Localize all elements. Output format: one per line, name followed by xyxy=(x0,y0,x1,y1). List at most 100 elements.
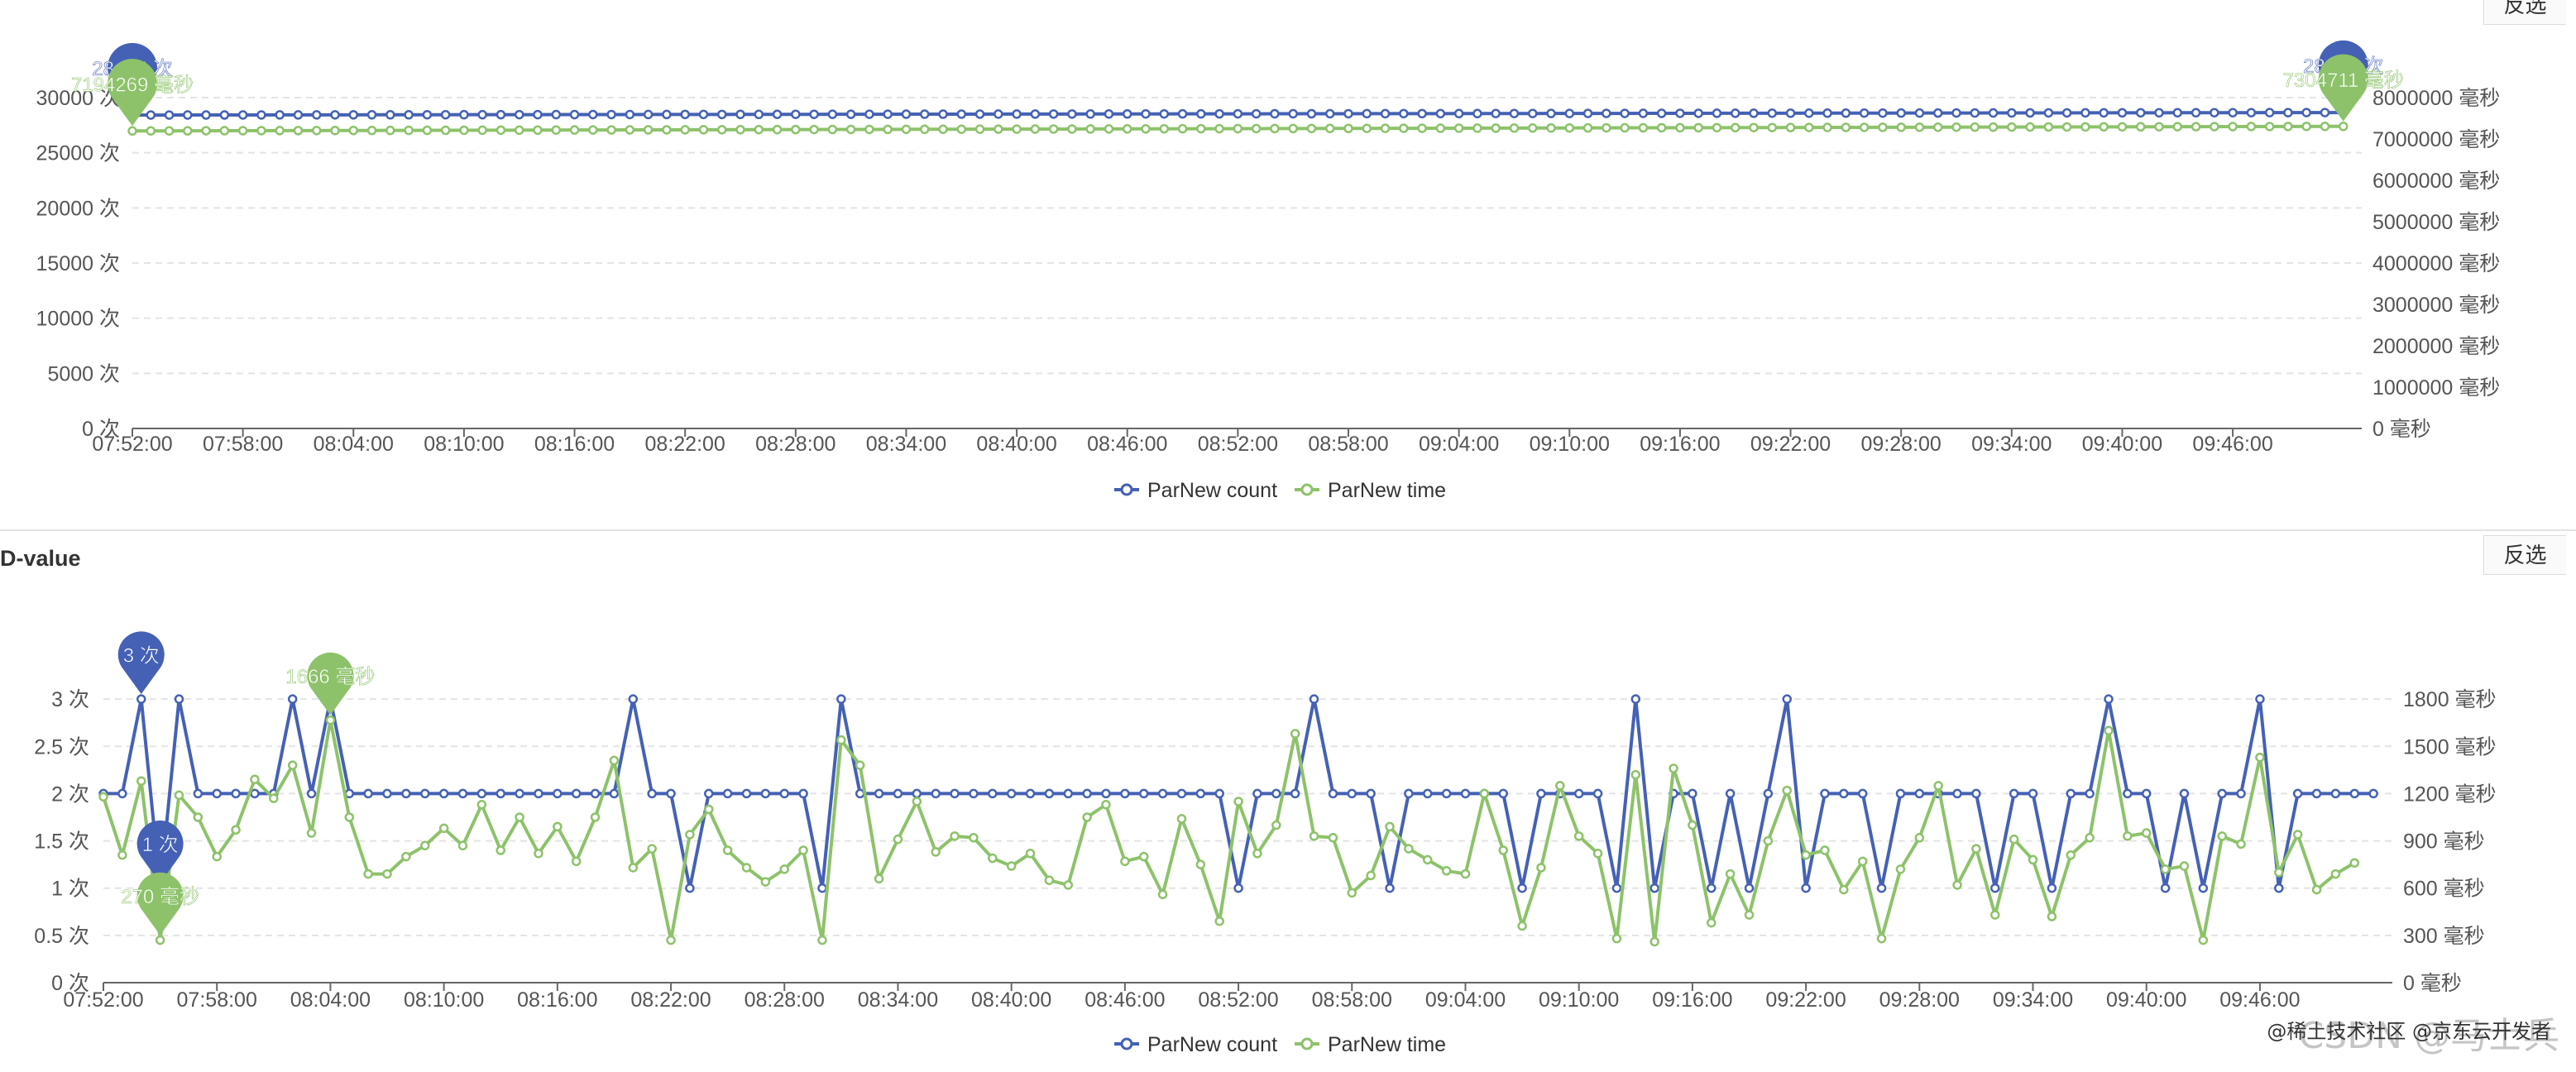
invert-selection-button-2[interactable]: 反选 xyxy=(2483,535,2566,575)
data-point xyxy=(1914,788,1925,799)
data-point xyxy=(760,877,771,887)
data-point xyxy=(1801,883,1811,893)
y-right-tick-label: 8000000 毫秒 xyxy=(2373,87,2500,110)
data-point xyxy=(1839,788,1849,799)
data-point xyxy=(2135,122,2146,132)
y-right-tick-label: 1800 毫秒 xyxy=(2403,688,2497,711)
data-point xyxy=(722,845,733,855)
data-point xyxy=(1141,124,1151,134)
data-point xyxy=(404,110,414,120)
data-point xyxy=(344,812,355,822)
data-point xyxy=(883,109,893,119)
data-point xyxy=(256,110,266,120)
data-point xyxy=(938,109,948,119)
data-point xyxy=(1804,108,1814,118)
data-point xyxy=(146,110,156,120)
data-point xyxy=(1441,866,1452,876)
data-point xyxy=(2179,861,2190,871)
data-point xyxy=(2043,122,2054,132)
invert-selection-button[interactable]: 反选 xyxy=(2483,0,2566,25)
y-right-tick-label: 1000000 毫秒 xyxy=(2373,376,2500,400)
data-point xyxy=(287,694,298,704)
watermark-source: @稀土技术社区 @京东云开发者 xyxy=(2267,1020,2551,1043)
data-point xyxy=(1453,123,1464,133)
data-point xyxy=(1564,108,1575,118)
data-point xyxy=(1176,788,1187,799)
data-point xyxy=(1509,123,1520,133)
data-point xyxy=(2141,828,2152,838)
y-right-tick-label: 900 毫秒 xyxy=(2403,830,2485,854)
data-point xyxy=(1857,856,1868,867)
y-left-tick-label: 1.5 次 xyxy=(34,830,89,854)
data-point xyxy=(855,788,865,799)
data-point xyxy=(685,883,695,893)
marker-shape xyxy=(136,872,184,936)
data-point xyxy=(1896,108,1906,118)
legend-item[interactable]: ParNew time xyxy=(1295,1033,1446,1056)
x-tick-label: 09:46:00 xyxy=(2219,988,2300,1012)
x-tick-label: 08:40:00 xyxy=(976,433,1056,456)
data-point xyxy=(716,125,727,135)
data-point xyxy=(931,847,941,857)
data-point xyxy=(2009,788,2019,799)
x-tick-label: 09:40:00 xyxy=(2082,433,2162,456)
legend-item[interactable]: ParNew time xyxy=(1295,479,1446,502)
data-point xyxy=(330,126,340,136)
data-point xyxy=(201,126,211,136)
data-point xyxy=(1366,788,1376,799)
data-point xyxy=(1822,108,1832,118)
data-point xyxy=(1101,788,1111,799)
data-point xyxy=(183,110,193,120)
data-point xyxy=(2311,788,2322,799)
data-point xyxy=(1688,788,1697,799)
data-point xyxy=(855,760,865,770)
data-point xyxy=(1990,883,2000,893)
data-point xyxy=(1650,936,1659,947)
y-left-tick-label: 10000 次 xyxy=(36,308,120,331)
x-tick-label: 08:52:00 xyxy=(1198,433,1278,456)
data-point xyxy=(1620,122,1630,133)
data-point xyxy=(864,124,874,135)
data-point xyxy=(1582,108,1593,118)
data-point xyxy=(950,788,960,799)
y-right-tick-label: 1500 毫秒 xyxy=(2403,735,2497,759)
y-right-tick-label: 7000000 毫秒 xyxy=(2373,128,2500,151)
data-point xyxy=(2292,830,2303,840)
data-point xyxy=(609,755,620,766)
data-point xyxy=(1876,933,1887,944)
data-point xyxy=(496,788,505,799)
data-point xyxy=(2123,831,2133,841)
data-point xyxy=(2228,108,2238,117)
data-point xyxy=(643,125,654,135)
data-point xyxy=(2191,122,2201,132)
data-point xyxy=(1841,122,1851,132)
data-point xyxy=(534,788,543,799)
series-line-time xyxy=(102,718,2356,944)
marker-pin: 7304711 毫秒 xyxy=(2282,54,2404,122)
data-point xyxy=(741,863,752,873)
data-point xyxy=(459,109,469,120)
legend-item[interactable]: ParNew count xyxy=(1114,1033,1277,1056)
legend: ParNew count ParNew time xyxy=(1114,1033,1446,1056)
data-point xyxy=(647,844,657,854)
data-point xyxy=(969,833,979,843)
data-point xyxy=(2191,108,2201,118)
data-point xyxy=(404,125,414,136)
data-point xyxy=(1822,122,1832,132)
data-point xyxy=(363,788,373,799)
data-point xyxy=(1122,124,1132,134)
data-point xyxy=(772,109,783,119)
legend-item[interactable]: ParNew count xyxy=(1114,479,1277,502)
x-tick-label: 09:46:00 xyxy=(2192,433,2272,456)
data-point xyxy=(2330,869,2341,879)
data-point xyxy=(183,126,193,136)
x-tick-label: 08:58:00 xyxy=(1308,433,1388,456)
data-point xyxy=(2061,122,2072,132)
data-point xyxy=(1859,122,1870,132)
x-tick-label: 08:34:00 xyxy=(858,988,938,1012)
x-tick-label: 09:40:00 xyxy=(2106,988,2186,1012)
y-right-tick-label: 6000000 毫秒 xyxy=(2373,170,2500,193)
data-point xyxy=(533,125,543,136)
data-point xyxy=(193,812,203,822)
